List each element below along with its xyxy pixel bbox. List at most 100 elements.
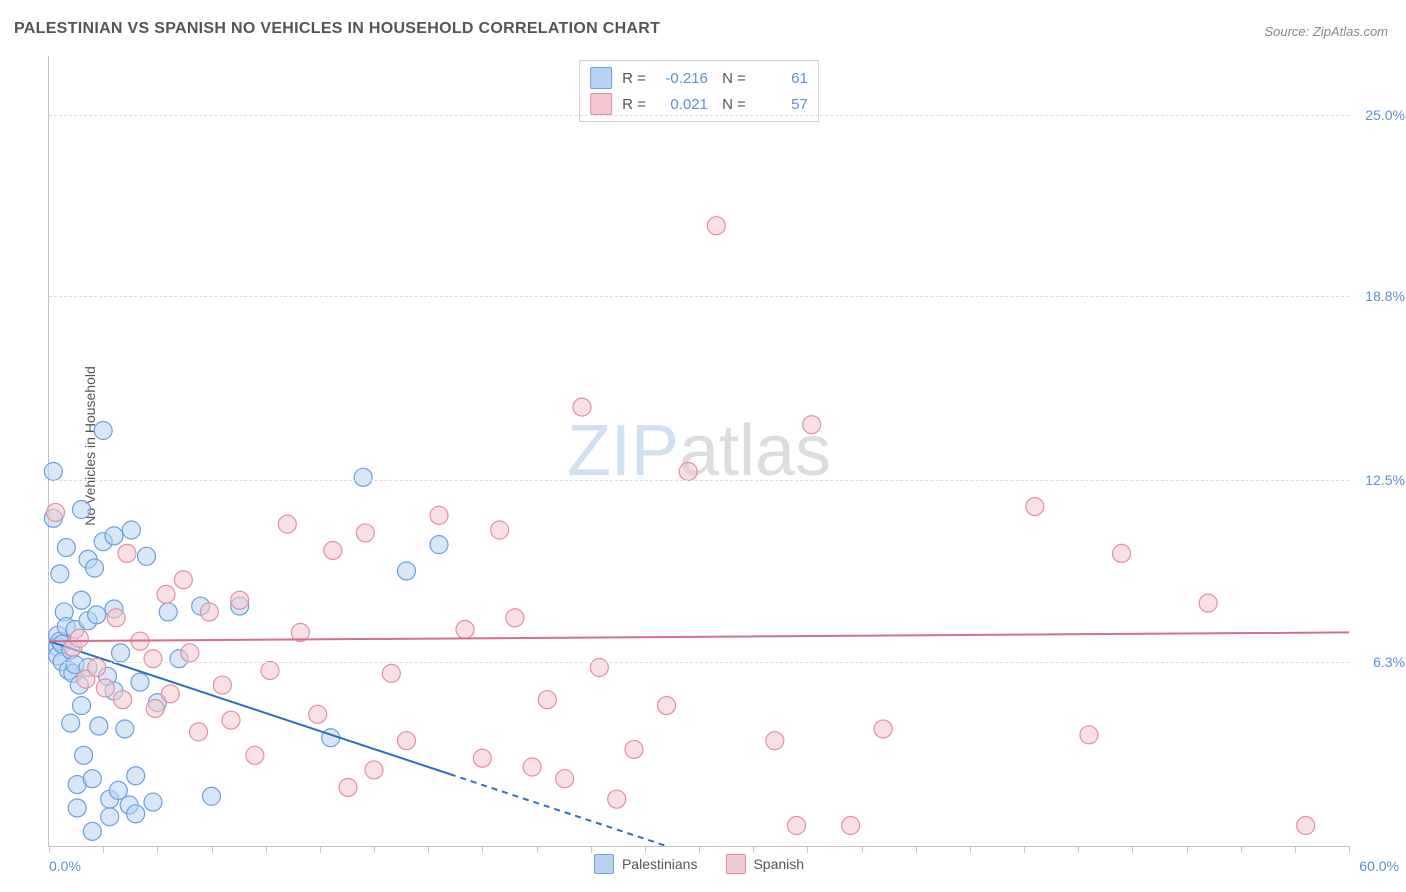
data-point bbox=[57, 539, 75, 557]
data-point bbox=[144, 793, 162, 811]
r-value-palestinians: -0.216 bbox=[656, 70, 708, 87]
data-point bbox=[51, 565, 69, 583]
data-point bbox=[382, 664, 400, 682]
data-point bbox=[261, 661, 279, 679]
chart-title: PALESTINIAN VS SPANISH NO VEHICLES IN HO… bbox=[14, 20, 660, 38]
x-tick bbox=[266, 846, 267, 853]
x-axis-min-label: 0.0% bbox=[49, 858, 81, 874]
data-point bbox=[86, 559, 104, 577]
data-point bbox=[222, 711, 240, 729]
chart-source: Source: ZipAtlas.com bbox=[1264, 24, 1388, 39]
data-point bbox=[213, 676, 231, 694]
n-value-spanish: 57 bbox=[756, 96, 808, 113]
data-point bbox=[73, 501, 91, 519]
data-point bbox=[47, 503, 65, 521]
data-point bbox=[556, 770, 574, 788]
x-tick bbox=[428, 846, 429, 853]
y-tick-label: 12.5% bbox=[1365, 472, 1405, 488]
data-point bbox=[707, 217, 725, 235]
data-point bbox=[70, 629, 88, 647]
data-point bbox=[138, 547, 156, 565]
data-point bbox=[398, 732, 416, 750]
data-point bbox=[608, 790, 626, 808]
data-point bbox=[625, 740, 643, 758]
data-point bbox=[430, 536, 448, 554]
data-point bbox=[523, 758, 541, 776]
data-point bbox=[200, 603, 218, 621]
x-tick bbox=[103, 846, 104, 853]
data-point bbox=[430, 506, 448, 524]
x-axis-max-label: 60.0% bbox=[1359, 858, 1399, 874]
x-tick bbox=[320, 846, 321, 853]
data-point bbox=[112, 644, 130, 662]
data-point bbox=[842, 817, 860, 835]
data-point bbox=[116, 720, 134, 738]
data-point bbox=[365, 761, 383, 779]
data-point bbox=[159, 603, 177, 621]
x-tick bbox=[916, 846, 917, 853]
x-tick bbox=[1078, 846, 1079, 853]
data-point bbox=[75, 746, 93, 764]
data-point bbox=[90, 717, 108, 735]
data-point bbox=[73, 697, 91, 715]
n-label: N = bbox=[718, 70, 746, 87]
data-point bbox=[94, 422, 112, 440]
stats-row-palestinians: R = -0.216 N = 61 bbox=[590, 65, 808, 91]
data-point bbox=[203, 787, 221, 805]
data-point bbox=[473, 749, 491, 767]
data-point bbox=[118, 544, 136, 562]
data-point bbox=[874, 720, 892, 738]
data-point bbox=[278, 515, 296, 533]
swatch-palestinians-icon bbox=[590, 67, 612, 89]
data-point bbox=[246, 746, 264, 764]
x-tick bbox=[970, 846, 971, 853]
x-tick bbox=[537, 846, 538, 853]
data-point bbox=[68, 799, 86, 817]
data-point bbox=[491, 521, 509, 539]
data-point bbox=[788, 817, 806, 835]
legend-item-palestinians: Palestinians bbox=[594, 854, 698, 874]
correlation-stats-box: R = -0.216 N = 61 R = 0.021 N = 57 bbox=[579, 60, 819, 122]
chart-container: PALESTINIAN VS SPANISH NO VEHICLES IN HO… bbox=[0, 0, 1406, 892]
data-point bbox=[1297, 817, 1315, 835]
data-point bbox=[62, 714, 80, 732]
data-point bbox=[324, 541, 342, 559]
data-point bbox=[181, 644, 199, 662]
data-point bbox=[231, 591, 249, 609]
data-point bbox=[131, 673, 149, 691]
data-point bbox=[161, 685, 179, 703]
data-point bbox=[114, 691, 132, 709]
data-point bbox=[107, 609, 125, 627]
data-point bbox=[573, 398, 591, 416]
x-tick bbox=[212, 846, 213, 853]
legend-item-spanish: Spanish bbox=[725, 854, 804, 874]
data-point bbox=[83, 822, 101, 840]
data-point bbox=[122, 521, 140, 539]
x-tick bbox=[49, 846, 50, 853]
x-tick bbox=[374, 846, 375, 853]
data-point bbox=[101, 808, 119, 826]
data-point bbox=[1080, 726, 1098, 744]
data-point bbox=[127, 767, 145, 785]
data-point bbox=[144, 650, 162, 668]
x-tick bbox=[807, 846, 808, 853]
legend-label: Palestinians bbox=[622, 856, 698, 872]
data-point bbox=[190, 723, 208, 741]
x-tick bbox=[482, 846, 483, 853]
y-tick-label: 6.3% bbox=[1373, 654, 1405, 670]
data-point bbox=[83, 770, 101, 788]
x-tick bbox=[1241, 846, 1242, 853]
x-tick bbox=[699, 846, 700, 853]
data-point bbox=[766, 732, 784, 750]
scatter-plot-svg bbox=[49, 56, 1349, 846]
x-tick bbox=[862, 846, 863, 853]
data-point bbox=[538, 691, 556, 709]
regression-line bbox=[49, 632, 1349, 641]
data-point bbox=[398, 562, 416, 580]
x-tick bbox=[157, 846, 158, 853]
data-point bbox=[658, 697, 676, 715]
data-point bbox=[1113, 544, 1131, 562]
n-value-palestinians: 61 bbox=[756, 70, 808, 87]
plot-area: ZIPatlas R = -0.216 N = 61 R = 0.021 N =… bbox=[48, 56, 1349, 847]
data-point bbox=[105, 527, 123, 545]
